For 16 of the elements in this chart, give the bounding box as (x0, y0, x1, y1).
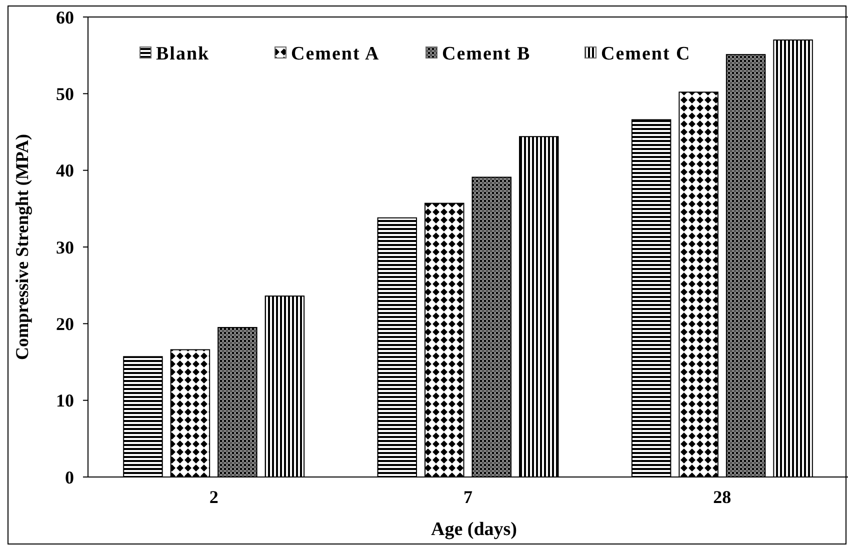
y-axis-title: Compressive Strenght (MPA) (12, 134, 32, 360)
y-tick-label: 40 (56, 160, 74, 181)
x-tick-label: 2 (209, 487, 218, 507)
y-tick-label: 60 (56, 7, 74, 28)
legend-label: Cement A (291, 44, 380, 65)
y-tick-label: 0 (65, 467, 74, 488)
y-tick-label: 20 (56, 314, 74, 334)
legend-label: Blank (156, 44, 210, 65)
x-tick-label: 7 (464, 487, 472, 507)
x-tick-label: 28 (713, 487, 732, 507)
y-tick-label: 30 (56, 237, 74, 258)
legend-label: Cement B (442, 44, 531, 65)
y-tick-label: 10 (56, 390, 74, 411)
x-axis-title: Age (days) (430, 519, 518, 540)
legend-label: Cement C (601, 44, 691, 65)
y-tick-label: 50 (56, 84, 74, 104)
